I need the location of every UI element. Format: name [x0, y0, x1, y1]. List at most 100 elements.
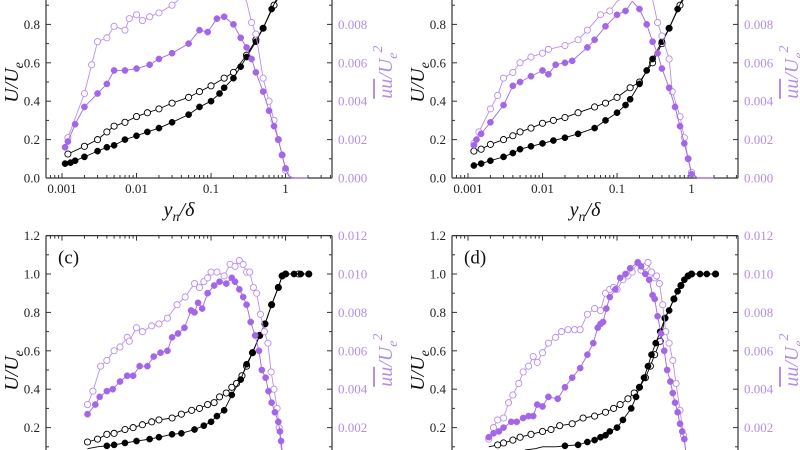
y-tick-label: 0.2: [430, 420, 446, 435]
panel-0: 0.001 0.01 0.1 1 0.0 0.2 0.4 0.6 0.8 0.000 0.002 0.…: [1, 0, 401, 225]
y2-tick-label: 0.006: [338, 343, 368, 358]
series-line-segment: [245, 0, 247, 2]
data-point-uu_open: [538, 349, 547, 357]
y2-axis-title-rest: /U: [781, 57, 800, 80]
data-point-uu_filled: [654, 49, 661, 57]
data-point-U_filled: [640, 374, 648, 382]
data-point-uu_open: [544, 339, 552, 347]
data-point-U_filled: [290, 270, 298, 278]
data-point-uu_open: [591, 305, 599, 313]
data-point-uu_filled: [210, 282, 218, 289]
data-point-uu_open: [665, 55, 673, 63]
data-point-U_open: [626, 84, 634, 92]
data-point-uu_filled: [554, 395, 562, 403]
data-point-U_open: [80, 142, 88, 150]
y2-tick-label: 0.008: [744, 17, 773, 32]
data-point-uu_open: [110, 22, 118, 30]
y-tick-label: 0.0: [430, 171, 446, 186]
data-point-U_filled: [712, 270, 719, 278]
series-line-segment: [535, 446, 543, 450]
y2-axis-title-sub: e: [792, 53, 800, 59]
data-point-uu_open: [515, 379, 523, 387]
data-point-uu_open: [519, 368, 527, 376]
data-point-U_filled: [133, 437, 140, 445]
data-point-U_open: [188, 406, 196, 414]
data-point-uu_open: [504, 399, 513, 407]
data-point-uu_filled: [470, 142, 478, 149]
data-point-uu_filled: [265, 107, 273, 115]
data-point-uu_open: [168, 1, 176, 9]
data-point-uu_filled: [255, 347, 263, 355]
data-point-uu_open: [231, 262, 239, 270]
x-axis-title-sub: n: [173, 210, 180, 225]
data-point-uu_open: [653, 272, 661, 280]
series-line-segment: [652, 0, 659, 23]
data-point-U_filled: [144, 128, 151, 136]
y2-tick-label: 0.006: [744, 343, 774, 358]
series-line-segment: [616, 0, 620, 2]
data-point-U_filled: [237, 63, 245, 70]
data-point-U_filled: [649, 55, 656, 63]
data-point-uu_filled: [561, 59, 569, 67]
data-point-uu_filled: [231, 278, 239, 286]
data-point-uu_open: [239, 260, 247, 268]
data-point-uu_filled: [121, 67, 129, 74]
series-line-segment: [658, 283, 664, 305]
data-point-U_filled: [636, 80, 643, 88]
data-point-U_open: [215, 393, 224, 401]
data-point-uu_open: [83, 401, 92, 409]
x-tick-label: 0.01: [531, 181, 554, 196]
data-point-uu_filled: [123, 372, 131, 380]
panel-label: (d): [464, 248, 486, 269]
data-point-U_open: [613, 93, 621, 101]
data-point-uu_open: [259, 74, 267, 82]
series-group: [61, 0, 308, 179]
x-axis-title-main: y: [162, 199, 173, 221]
data-point-U_open: [470, 147, 478, 155]
y2-axis-title-rest: /U: [375, 57, 397, 80]
data-point-U_open: [148, 418, 156, 426]
series-line-segment: [256, 293, 261, 315]
data-point-uu_filled: [591, 36, 598, 44]
data-point-uu_filled: [155, 55, 163, 63]
series-line-U_open: [87, 273, 309, 443]
data-point-U_open: [601, 99, 610, 107]
data-point-uu_open: [655, 280, 663, 288]
data-point-uu_filled: [103, 387, 111, 395]
data-point-uu_open: [97, 362, 105, 370]
data-point-uu_open: [125, 15, 133, 23]
series-line-segment: [255, 33, 264, 79]
data-point-U_filled: [574, 130, 582, 138]
x-tick-label: 0.1: [609, 181, 625, 196]
data-point-U_open: [143, 109, 151, 117]
data-point-uu_open: [529, 353, 537, 361]
data-point-U_open: [574, 109, 582, 117]
data-point-U_open: [601, 408, 610, 416]
y2-tick-label: 0.002: [744, 420, 773, 435]
panel-3: 0.2 0.4 0.6 0.8 1.0 1.2 0.002 0.004 0.006 0.008 0.…: [407, 228, 800, 450]
data-point-uu_filled: [584, 44, 591, 51]
data-point-uu_open: [132, 324, 141, 332]
y-tick-label: 0.4: [430, 382, 447, 397]
y2-axis-title-rest: /U: [375, 345, 397, 368]
x-axis-title: yn/δ: [162, 199, 195, 225]
y2-tick-label: 0.004: [338, 94, 368, 109]
data-point-U_open: [220, 74, 228, 82]
series-line-U_filled: [525, 273, 716, 450]
data-point-uu_filled: [61, 143, 69, 151]
data-point-uu_filled: [616, 274, 624, 282]
series-group: [485, 258, 720, 450]
data-point-U_filled: [627, 405, 635, 412]
data-point-uu_open: [94, 38, 102, 46]
data-point-U_filled: [121, 136, 129, 143]
data-point-U_open: [132, 113, 141, 121]
data-point-U_filled: [487, 157, 494, 165]
data-point-uu_filled: [220, 13, 228, 21]
data-point-uu_open: [173, 301, 181, 309]
data-point-U_filled: [626, 95, 634, 103]
data-point-uu_open: [596, 306, 605, 315]
y2-axis-title-sup: 2: [777, 334, 792, 341]
x-axis-title: yn/δ: [568, 199, 601, 225]
data-point-U_open: [110, 122, 118, 130]
